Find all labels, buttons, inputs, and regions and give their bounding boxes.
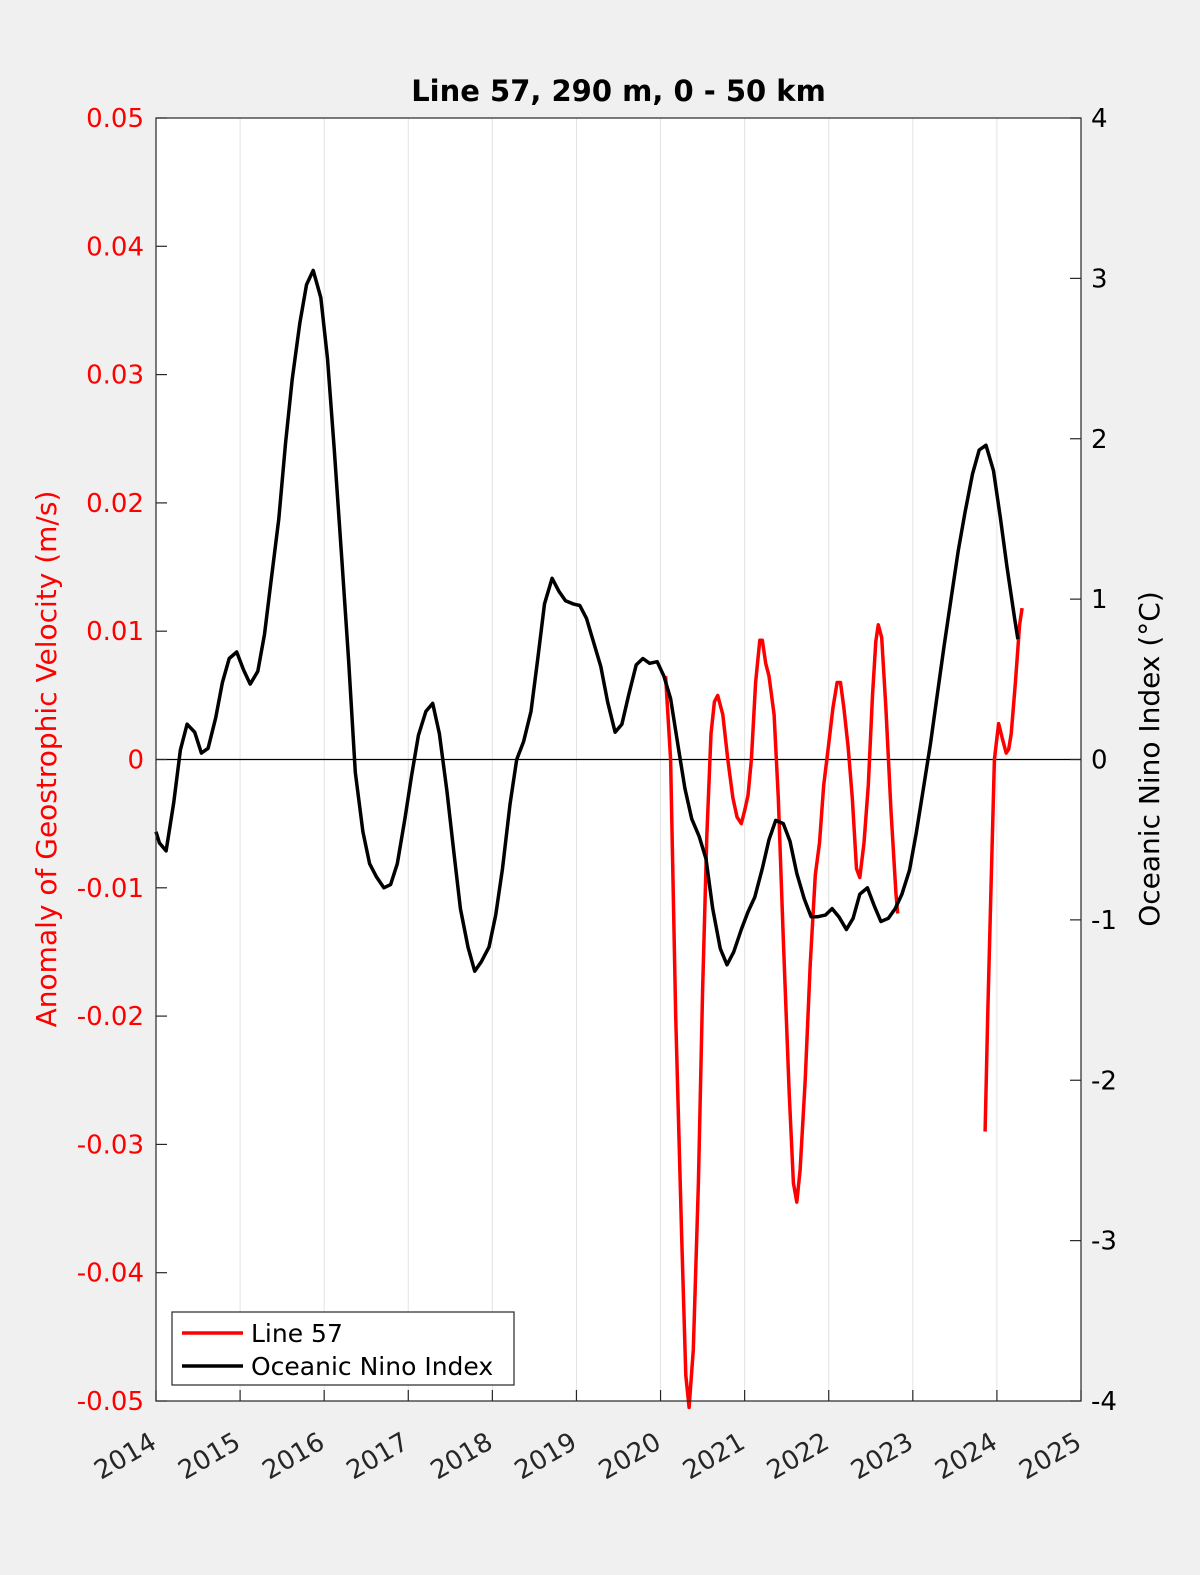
y-tick-label: 0.01 bbox=[86, 617, 144, 647]
x-tick-label: 2015 bbox=[173, 1427, 245, 1486]
y2-axis-label: Oceanic Nino Index (°C) bbox=[1133, 591, 1166, 927]
x-tick-label: 2025 bbox=[1014, 1427, 1086, 1486]
legend: Line 57 Oceanic Nino Index bbox=[171, 1311, 515, 1386]
x-tick-label: 2016 bbox=[258, 1427, 330, 1486]
x-tick-label: 2019 bbox=[510, 1427, 582, 1486]
y2-tick-label: 2 bbox=[1091, 425, 1108, 455]
y2-tick-label: -4 bbox=[1091, 1387, 1117, 1417]
y2-tick-label: -2 bbox=[1091, 1066, 1117, 1096]
x-tick-label: 2022 bbox=[762, 1427, 834, 1486]
x-tick-label: 2020 bbox=[594, 1427, 666, 1486]
y2-tick-label: -3 bbox=[1091, 1227, 1117, 1257]
line57-series-line-segment-1 bbox=[663, 623, 900, 1410]
series-layer bbox=[154, 268, 1024, 1410]
y-tick-label: 0.04 bbox=[86, 232, 144, 262]
legend-box bbox=[171, 1311, 515, 1386]
y-tick-label: -0.01 bbox=[77, 874, 144, 904]
y2-tick-label: 3 bbox=[1091, 264, 1108, 294]
oni-series-line bbox=[154, 268, 1020, 973]
chart-title: Line 57, 290 m, 0 - 50 km bbox=[411, 74, 826, 108]
x-tick-label: 2018 bbox=[426, 1427, 498, 1486]
y-tick-label: -0.02 bbox=[77, 1002, 144, 1032]
y-axis-label: Anomaly of Geostrophic Velocity (m/s) bbox=[30, 491, 63, 1028]
y-tick-label: -0.05 bbox=[77, 1387, 144, 1417]
y2-tick-label: 4 bbox=[1091, 104, 1108, 134]
x-tick-label: 2021 bbox=[678, 1427, 750, 1486]
y-tick-label: 0.02 bbox=[86, 489, 144, 519]
y2-tick-label: -1 bbox=[1091, 906, 1117, 936]
legend-label-line57: Line 57 bbox=[251, 1319, 343, 1348]
y-tick-label: 0.05 bbox=[86, 104, 144, 134]
y-tick-label: 0.03 bbox=[86, 361, 144, 391]
x-tick-label: 2017 bbox=[342, 1427, 414, 1486]
y-tick-label: -0.04 bbox=[77, 1259, 144, 1289]
x-tick-label: 2024 bbox=[930, 1427, 1002, 1486]
x-tick-label: 2023 bbox=[846, 1427, 918, 1486]
y2-tick-label: 1 bbox=[1091, 585, 1108, 615]
legend-label-oni: Oceanic Nino Index bbox=[251, 1352, 493, 1381]
y-tick-label: 0 bbox=[127, 746, 144, 776]
x-tick-label: 2014 bbox=[89, 1427, 161, 1486]
line57-series-line-segment-2 bbox=[983, 607, 1024, 1132]
y2-tick-label: 0 bbox=[1091, 746, 1108, 776]
y-tick-label: -0.03 bbox=[77, 1130, 144, 1160]
